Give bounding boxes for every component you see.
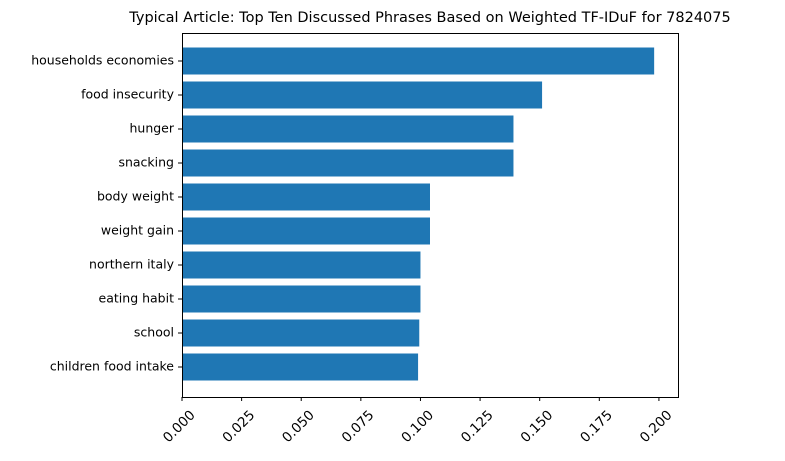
x-tick-label-7: 0.150: [518, 407, 557, 446]
y-tick-label-5: body weight: [97, 189, 174, 204]
bar-group: [182, 47, 655, 381]
chart-title: Typical Article: Top Ten Discussed Phras…: [128, 10, 730, 26]
y-tick-label-9: school: [134, 325, 174, 340]
plot-frame: [182, 33, 679, 398]
y-tick-label-2: food insecurity: [81, 87, 175, 102]
y-tick-label-1: households economies: [31, 53, 174, 68]
bar-6: [182, 217, 430, 245]
y-tick-labels: households economies food insecurity hunge…: [31, 53, 182, 374]
y-tick-label-8: eating habit: [99, 291, 175, 306]
x-tick-label-1: 0.000: [160, 407, 199, 446]
bar-10: [182, 353, 419, 381]
x-ticks: 0.000 0.025 0.050 0.075 0.100 0.125 0.150 0.175…: [160, 397, 676, 446]
y-tick-label-6: weight gain: [101, 223, 174, 238]
bar-7: [182, 251, 421, 279]
bar-5: [182, 183, 430, 211]
x-tick-label-8: 0.175: [577, 407, 616, 446]
y-tick-label-10: children food intake: [50, 359, 174, 374]
bar-2: [182, 81, 543, 109]
x-tick-label-9: 0.200: [637, 407, 676, 446]
x-tick-label-2: 0.025: [220, 407, 259, 446]
bar-4: [182, 149, 514, 177]
y-tick-label-4: snacking: [118, 155, 174, 170]
x-tick-label-5: 0.100: [398, 407, 437, 446]
bar-3: [182, 115, 514, 143]
bar-1: [182, 47, 655, 75]
y-tick-label-3: hunger: [129, 121, 174, 136]
y-tick-label-7: northern italy: [89, 257, 175, 272]
bar-8: [182, 285, 421, 313]
x-tick-label-6: 0.125: [458, 407, 497, 446]
x-tick-label-4: 0.075: [339, 407, 378, 446]
bar-9: [182, 319, 420, 347]
x-tick-label-3: 0.050: [279, 407, 318, 446]
